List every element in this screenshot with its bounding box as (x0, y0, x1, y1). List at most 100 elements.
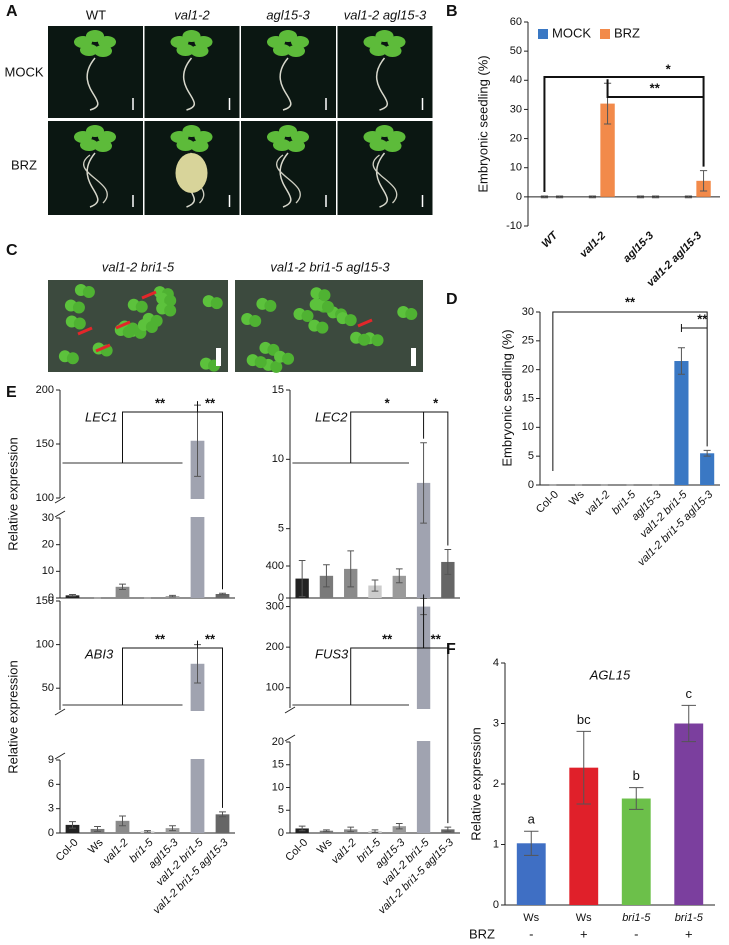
leaf (383, 45, 402, 57)
bar (441, 561, 455, 598)
y-tick-label: 100 (266, 682, 284, 694)
seedling (321, 300, 334, 313)
seedling (254, 356, 267, 369)
y-tick-label: 0 (48, 827, 54, 839)
treatment-value: + (685, 926, 693, 941)
root (86, 57, 99, 111)
bar (368, 585, 382, 598)
leaf (176, 139, 195, 151)
error-bar (703, 449, 711, 457)
x-tick-label: Ws (523, 912, 539, 924)
y-tick-label: 30 (522, 306, 534, 318)
seedling (72, 301, 85, 314)
seedling (73, 317, 86, 330)
x-tick-label: Ws (576, 912, 592, 924)
significance-letter: a (528, 812, 536, 827)
x-tick-label: Ws (567, 488, 587, 508)
root (372, 154, 398, 204)
significance-label: ** (205, 631, 216, 646)
x-tick-label: Col-0 (534, 489, 561, 516)
x-tick-label: bri1-5 (622, 912, 651, 924)
leaf (287, 140, 305, 152)
error-bar (555, 195, 564, 199)
leaf (94, 140, 112, 152)
y-tick-label: 100 (36, 492, 54, 504)
error-bar (69, 594, 76, 597)
y-tick-label: 15 (522, 392, 534, 404)
error-bar (684, 195, 693, 199)
chart-title: AGL15 (589, 667, 631, 682)
chart-title: LEC1 (85, 409, 118, 424)
seedling (249, 314, 262, 327)
chart: 0 1 2 3 4 Ws Ws bri1-5 bri1-5 Relative expression… (468, 657, 715, 941)
y-tick-label: 15 (272, 759, 284, 771)
y-axis-label: Embryonic seedling (%) (475, 55, 490, 192)
legend-swatch (600, 29, 610, 39)
leaf (375, 125, 394, 137)
seedling (301, 310, 314, 323)
y-tick-label: 0 (516, 191, 522, 203)
error-bar (444, 826, 452, 833)
y-tick-label: 15 (272, 384, 284, 396)
significance-label: ** (650, 80, 661, 95)
error-bar (371, 579, 379, 592)
significance-label: ** (431, 631, 442, 646)
photo-column-label: val1-2 agl15-3 (344, 7, 427, 22)
leaf (176, 44, 195, 56)
legend-label: MOCK (552, 25, 591, 40)
treatment-value: - (634, 926, 638, 941)
root (376, 57, 388, 111)
y-tick-label: 10 (510, 162, 522, 174)
embryonic-tissue (175, 153, 208, 193)
leaf (287, 45, 305, 57)
significance-label: * (433, 395, 439, 410)
error-bar (169, 594, 176, 598)
x-tick-label: bri1-5 (675, 912, 704, 924)
error-bar (119, 815, 126, 827)
panel-label: B (446, 3, 458, 20)
photos (48, 26, 433, 373)
chart: 0 10 20 30 100 150 200 Relative expression LEC1 *… (5, 384, 235, 604)
root (276, 154, 301, 204)
break-gap (415, 709, 432, 741)
seedling (264, 299, 277, 312)
y-tick-label: 150 (36, 438, 54, 450)
significance-label: ** (205, 395, 216, 410)
bar (115, 820, 130, 833)
panel-label: E (6, 384, 17, 401)
bar (700, 453, 715, 485)
leaf (190, 140, 209, 152)
root (83, 154, 108, 204)
bar (621, 798, 651, 905)
arrow (115, 320, 131, 330)
y-axis-label: Relative expression (5, 437, 20, 550)
error-bar (576, 730, 591, 805)
chart-title: ABI3 (84, 646, 114, 661)
significance-letter: c (686, 686, 693, 701)
y-tick-label: 9 (48, 754, 54, 766)
y-tick-label: 300 (266, 600, 284, 612)
significance-letter: bc (577, 712, 591, 727)
bar (215, 594, 230, 598)
leaf (182, 125, 201, 137)
root (86, 152, 99, 208)
error-bar (219, 592, 226, 596)
leaf (182, 30, 201, 42)
seedling (358, 333, 371, 346)
leaf (279, 125, 297, 137)
y-tick-label: 50 (42, 682, 54, 694)
seedling (405, 307, 418, 320)
bar (65, 595, 80, 598)
y-tick-label: 5 (528, 450, 534, 462)
significance-label: ** (697, 311, 708, 326)
significance-label: ** (155, 395, 166, 410)
error-bar (524, 830, 539, 856)
significance-label: ** (155, 631, 166, 646)
bar (674, 361, 689, 485)
y-tick-label: 200 (36, 384, 54, 396)
error-bar (298, 560, 306, 598)
y-tick-label: 150 (36, 595, 54, 607)
error-bar (119, 583, 126, 590)
break-gap (189, 711, 206, 759)
